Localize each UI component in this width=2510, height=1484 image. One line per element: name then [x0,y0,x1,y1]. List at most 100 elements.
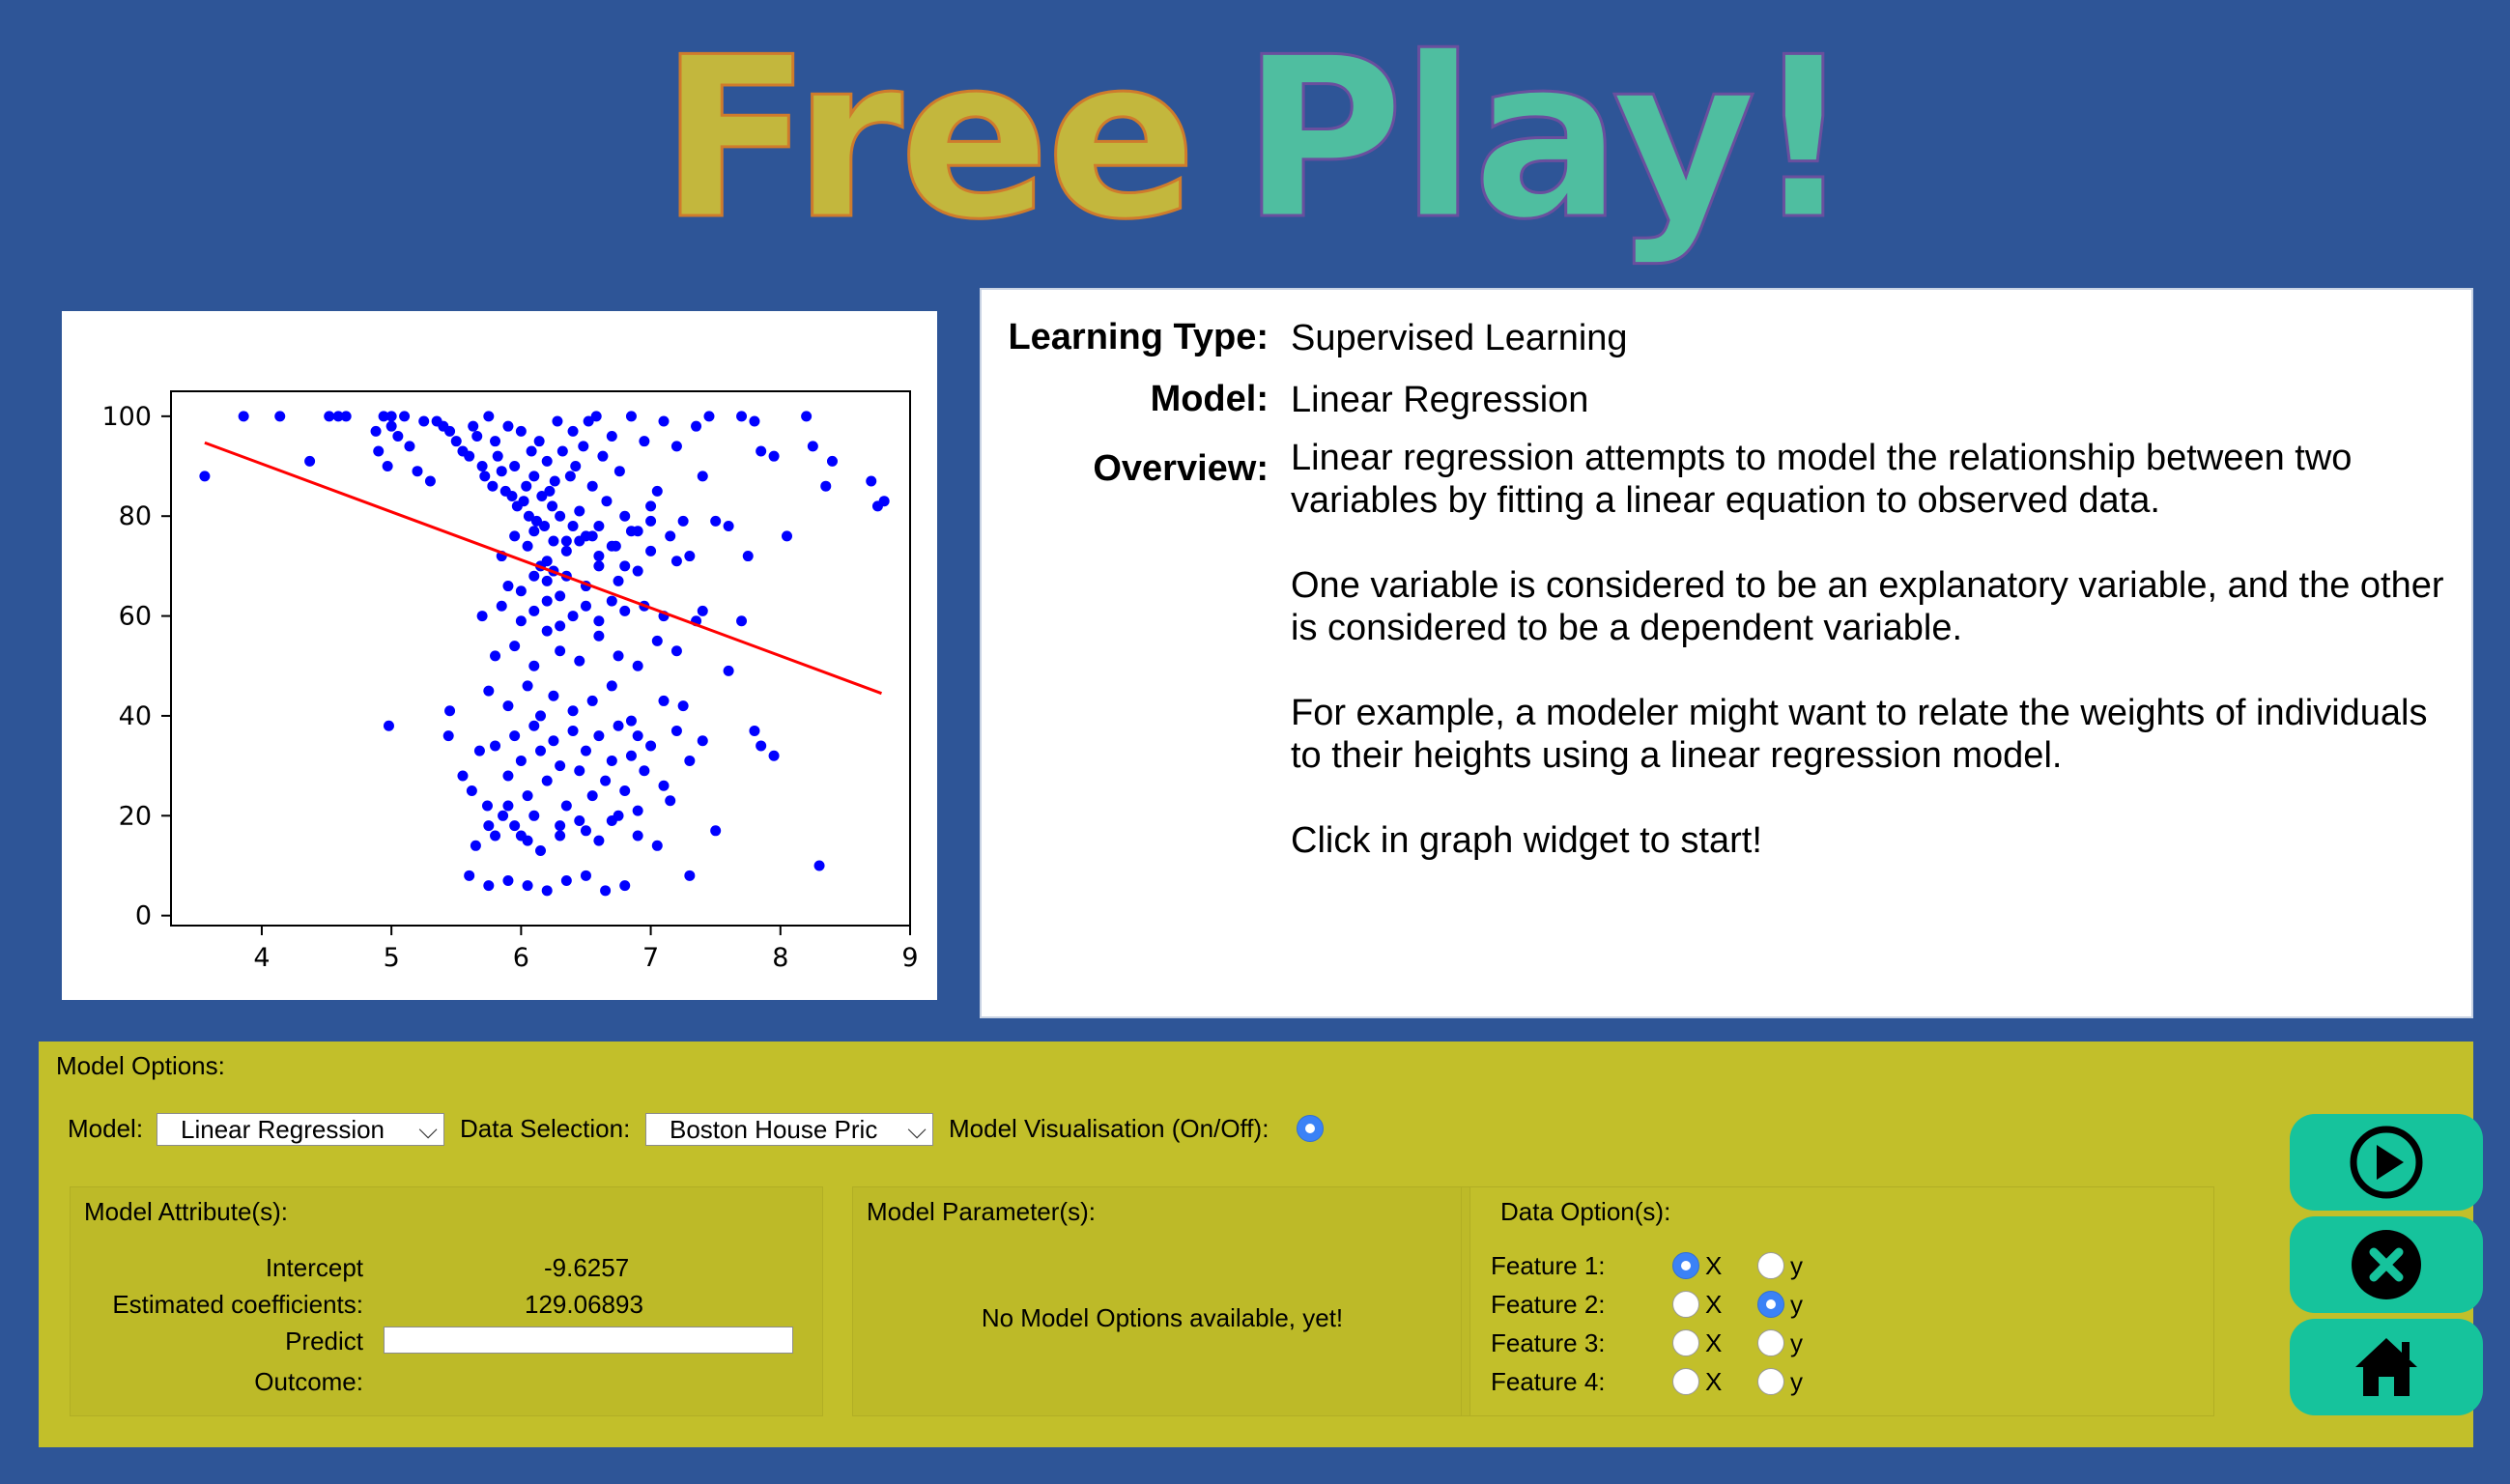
data-point [586,530,598,542]
data-point [385,411,397,422]
data-point [574,765,585,777]
data-point [483,820,495,832]
predict-input[interactable] [384,1327,793,1354]
data-point [541,455,553,467]
graph-widget[interactable]: 4 5 6 7 8 9 0 20 40 60 80 100 [62,311,937,1000]
feature-x-radio[interactable] [1672,1368,1699,1395]
data-point [878,496,890,507]
data-point [412,466,423,477]
model-label: Model: [1150,379,1269,419]
x-tick-label: 7 [642,943,659,973]
data-point [528,526,540,537]
data-point [392,431,404,442]
data-point [651,840,663,851]
data-point [498,810,509,821]
data-point [555,830,566,842]
data-point [535,710,546,722]
data-point [586,695,598,706]
data-point [593,560,605,572]
feature-y-radio[interactable] [1757,1329,1784,1356]
feature-x-radio[interactable] [1672,1252,1699,1279]
data-point [522,835,533,846]
data-point [749,415,760,427]
feature-y-radio[interactable] [1757,1252,1784,1279]
data-point [580,600,591,612]
data-point [670,556,682,567]
data-point [639,765,650,777]
model-parameters-title: Model Parameter(s): [867,1197,1096,1226]
data-point [632,565,643,577]
data-selection-select[interactable]: Boston House Pric ⌵ [645,1113,933,1146]
data-point [723,521,734,532]
data-point [502,420,514,432]
data-point [483,880,495,892]
data-point [385,420,397,432]
data-point [509,730,521,742]
learning-type-label: Learning Type: [1008,317,1269,357]
title-word-play: Play! [1240,11,1855,269]
y-tick-label: 40 [119,701,152,731]
data-point [613,650,624,662]
overview-paragraph-2: One variable is considered to be an expl… [1291,565,2444,648]
data-point [522,680,533,692]
data-point [600,775,612,786]
data-point [567,611,579,622]
data-point [632,830,643,842]
clear-button[interactable] [2290,1216,2483,1313]
data-point [736,411,748,422]
data-point [570,461,582,472]
data-point [509,641,521,652]
data-point [567,521,579,532]
data-point [578,441,589,452]
visualisation-toggle[interactable] [1297,1115,1324,1142]
data-point [658,780,670,791]
y-tick-label: 80 [119,501,152,531]
feature-label: Feature 2: [1491,1290,1606,1319]
data-point [593,835,605,846]
data-point [742,551,754,562]
overview-text: Linear regression attempts to model the … [1291,437,2450,904]
learning-type-value: Supervised Learning [1291,318,1628,358]
data-point [632,805,643,816]
data-point [555,620,566,632]
data-point [340,411,352,422]
data-point [502,874,514,886]
data-point [378,411,389,422]
feature-label: Feature 3: [1491,1328,1606,1357]
data-point [564,471,576,482]
model-select[interactable]: Linear Regression ⌵ [157,1113,444,1146]
data-point [483,685,495,697]
data-point [665,530,676,542]
data-point [496,466,507,477]
data-point [370,425,382,437]
data-point [677,515,689,527]
model-select-value: Linear Regression [181,1115,385,1144]
data-point [560,545,572,556]
data-point [304,455,316,467]
run-button[interactable] [2290,1114,2483,1211]
feature-x-radio[interactable] [1672,1291,1699,1318]
data-point [555,820,566,832]
data-point [509,530,521,542]
data-point [464,450,475,462]
scatter-chart[interactable]: 4 5 6 7 8 9 0 20 40 60 80 100 [62,311,937,1000]
data-point [613,810,624,821]
data-point [768,450,780,462]
data-point [506,491,518,502]
data-point [450,436,462,447]
data-point [535,844,546,856]
data-point [625,750,637,761]
data-point [586,480,598,492]
feature-x-radio[interactable] [1672,1329,1699,1356]
feature-y-radio[interactable] [1757,1291,1784,1318]
data-point [567,705,579,717]
feature-x-label: X [1705,1251,1723,1280]
data-point [468,420,479,432]
data-point [710,515,722,527]
data-point [464,870,475,881]
feature-y-radio[interactable] [1757,1368,1784,1395]
data-point [530,515,542,527]
home-button[interactable] [2290,1319,2483,1415]
data-point [515,425,527,437]
y-tick-label: 100 [101,402,152,432]
